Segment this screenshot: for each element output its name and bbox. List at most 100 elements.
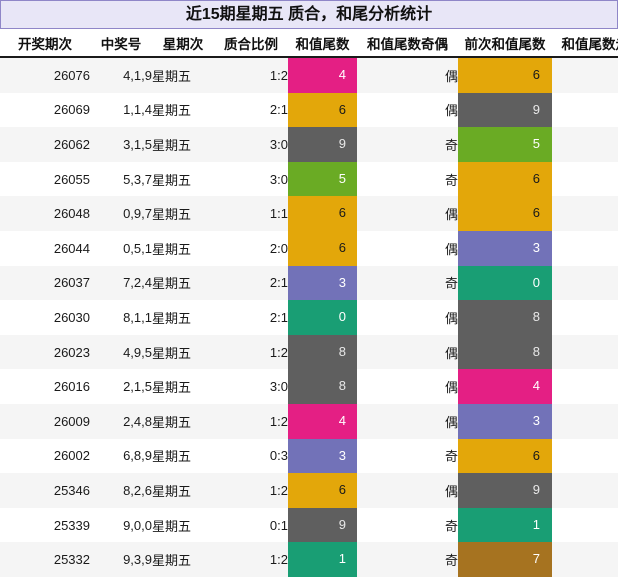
previous-sum-tail-chip: 9	[458, 92, 552, 128]
cell-issue: 26062	[53, 136, 90, 152]
cell-weekday: 星期五	[152, 483, 192, 499]
cell-prime-composite-ratio: 1:2	[269, 413, 288, 429]
cell-sum-tail-parity: 奇	[444, 137, 458, 153]
cell-sum-tail: 3	[288, 438, 357, 474]
cell-sum-tail-trend: 下降	[552, 473, 618, 508]
column-header-parity[interactable]: 和值尾数奇偶	[357, 29, 458, 58]
previous-sum-tail-chip: 8	[458, 334, 552, 370]
cell-winning-number: 9,3,9	[123, 552, 152, 568]
sum-tail-chip: 4	[288, 403, 357, 439]
cell-sum-tail-parity: 奇	[444, 553, 458, 569]
cell-weekday: 星期五	[152, 241, 192, 257]
cell-issue: 25339	[53, 517, 90, 533]
cell-sum-tail: 4	[288, 57, 357, 93]
cell-winning-number: 2,4,8	[123, 413, 152, 429]
previous-sum-tail-chip: 6	[458, 161, 552, 197]
table-header-row: 开奖期次 中奖号 星期次 质合比例 和值尾数 和值尾数奇偶 前次和值尾数 和值尾…	[0, 29, 618, 58]
cell-previous-sum-tail: 8	[458, 300, 552, 335]
cell-winning-number: 2,1,5	[123, 379, 152, 395]
column-header-issue[interactable]: 开奖期次	[0, 29, 90, 58]
cell-previous-sum-tail: 6	[458, 161, 552, 197]
cell-prime-composite-ratio: 3:0	[269, 136, 288, 152]
cell-weekday: 星期五	[152, 414, 192, 430]
cell-sum-tail: 9	[288, 127, 357, 162]
cell-sum-tail-parity: 奇	[444, 172, 458, 188]
column-header-ratio[interactable]: 质合比例	[214, 29, 288, 58]
cell-previous-sum-tail: 1	[458, 507, 552, 543]
cell-sum-tail-trend: 上升	[552, 266, 618, 301]
cell-prime-composite-ratio: 1:2	[269, 67, 288, 83]
cell-issue: 25346	[53, 482, 90, 498]
cell-issue: 26044	[53, 240, 90, 256]
table-header: 开奖期次 中奖号 星期次 质合比例 和值尾数 和值尾数奇偶 前次和值尾数 和值尾…	[0, 29, 618, 58]
cell-sum-tail: 5	[288, 161, 357, 197]
column-header-tail[interactable]: 和值尾数	[288, 29, 357, 58]
cell-sum-tail-parity: 偶	[444, 241, 458, 257]
sum-tail-chip: 6	[288, 92, 357, 128]
sum-tail-chip: 8	[288, 334, 357, 370]
cell-sum-tail-parity: 偶	[444, 414, 458, 430]
cell-weekday: 星期五	[152, 68, 192, 84]
cell-issue: 26076	[53, 67, 90, 83]
cell-winning-number: 6,8,9	[123, 448, 152, 464]
cell-sum-tail-trend: 下降	[552, 196, 618, 231]
cell-issue: 26009	[53, 413, 90, 429]
cell-winning-number: 0,5,1	[123, 240, 152, 256]
cell-winning-number: 8,1,1	[123, 309, 152, 325]
previous-sum-tail-chip: 6	[458, 58, 552, 93]
column-header-prev[interactable]: 前次和值尾数	[458, 29, 552, 58]
sum-tail-chip: 4	[288, 58, 357, 93]
cell-weekday: 星期五	[152, 449, 192, 465]
cell-sum-tail-parity: 偶	[444, 207, 458, 223]
sum-tail-chip: 6	[288, 196, 357, 231]
column-header-week[interactable]: 星期次	[152, 29, 214, 58]
cell-sum-tail-parity: 奇	[444, 449, 458, 465]
column-header-trend[interactable]: 和值尾数走势	[552, 29, 618, 58]
cell-issue: 25332	[53, 552, 90, 568]
cell-sum-tail-parity: 偶	[444, 310, 458, 326]
cell-sum-tail-trend: 上升	[552, 404, 618, 439]
table-body: 260764,1,9星期五1:24偶6下降260691,1,4星期五2:16偶9…	[0, 57, 618, 577]
cell-sum-tail-trend: 下降	[552, 335, 618, 370]
cell-winning-number: 9,0,0	[123, 517, 152, 533]
cell-prime-composite-ratio: 3:0	[269, 379, 288, 395]
cell-sum-tail-parity: 奇	[444, 276, 458, 292]
cell-sum-tail: 6	[288, 473, 357, 508]
analysis-table: 开奖期次 中奖号 星期次 质合比例 和值尾数 和值尾数奇偶 前次和值尾数 和值尾…	[0, 29, 618, 577]
previous-sum-tail-chip: 6	[458, 196, 552, 231]
cell-weekday: 星期五	[152, 276, 192, 292]
cell-prime-composite-ratio: 1:1	[269, 206, 288, 222]
previous-sum-tail-chip: 4	[458, 369, 552, 404]
cell-prime-composite-ratio: 2:1	[269, 102, 288, 118]
cell-previous-sum-tail: 9	[458, 92, 552, 128]
cell-prime-composite-ratio: 1:2	[269, 482, 288, 498]
column-header-num[interactable]: 中奖号	[90, 29, 152, 58]
cell-prime-composite-ratio: 0:3	[269, 448, 288, 464]
previous-sum-tail-chip: 5	[458, 127, 552, 162]
cell-sum-tail: 6	[288, 92, 357, 128]
cell-previous-sum-tail: 8	[458, 334, 552, 370]
cell-sum-tail-trend: 下降	[552, 162, 618, 197]
cell-prime-composite-ratio: 1:2	[269, 344, 288, 360]
cell-previous-sum-tail: 6	[458, 57, 552, 93]
previous-sum-tail-chip: 8	[458, 300, 552, 335]
cell-sum-tail-trend: 下降	[552, 93, 618, 128]
cell-sum-tail-trend: 下降	[552, 300, 618, 335]
cell-sum-tail: 4	[288, 403, 357, 439]
cell-sum-tail-parity: 偶	[444, 103, 458, 119]
